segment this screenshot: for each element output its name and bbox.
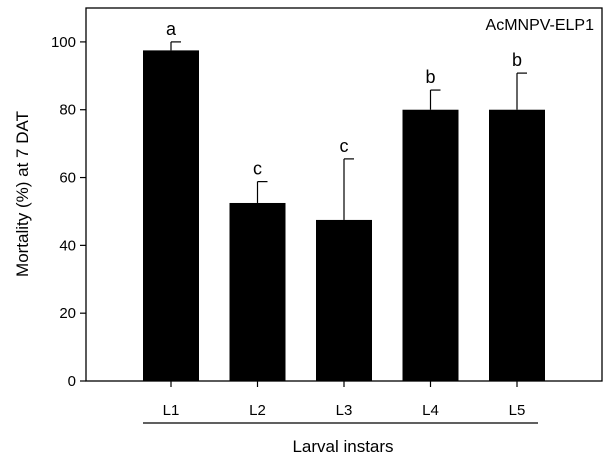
- bar-L3: [316, 219, 372, 381]
- bars: a c c b b: [143, 19, 545, 382]
- y-tick-label: 0: [68, 373, 76, 390]
- x-tick-label: L2: [249, 402, 266, 419]
- significance-letter: c: [253, 159, 262, 179]
- y-tick-label: 40: [59, 237, 76, 254]
- bar-L5: [489, 109, 545, 382]
- y-axis-title: Mortality (%) at 7 DAT: [13, 111, 32, 277]
- bar-L2: [229, 202, 286, 381]
- y-tick-label: 20: [59, 305, 76, 322]
- x-tick-label: L1: [163, 402, 180, 419]
- y-tick-label: 100: [51, 34, 76, 51]
- x-axis: L1 L2 L3 L4 L5: [163, 381, 526, 419]
- significance-letter: b: [512, 50, 522, 70]
- significance-letter: a: [166, 19, 177, 39]
- bar-L1: [143, 50, 199, 382]
- y-tick-label: 80: [59, 102, 76, 119]
- significance-letter: b: [425, 67, 435, 87]
- panel-label: AcMNPV-ELP1: [486, 17, 595, 34]
- significance-letter: c: [340, 136, 349, 156]
- x-tick-label: L5: [509, 402, 526, 419]
- y-axis: 0 20 40 60 80 100: [51, 34, 86, 390]
- x-tick-label: L3: [336, 402, 353, 419]
- x-tick-label: L4: [422, 402, 439, 419]
- x-axis-title: Larval instars: [292, 437, 393, 456]
- bar-L4: [402, 109, 459, 382]
- y-tick-label: 60: [59, 170, 76, 187]
